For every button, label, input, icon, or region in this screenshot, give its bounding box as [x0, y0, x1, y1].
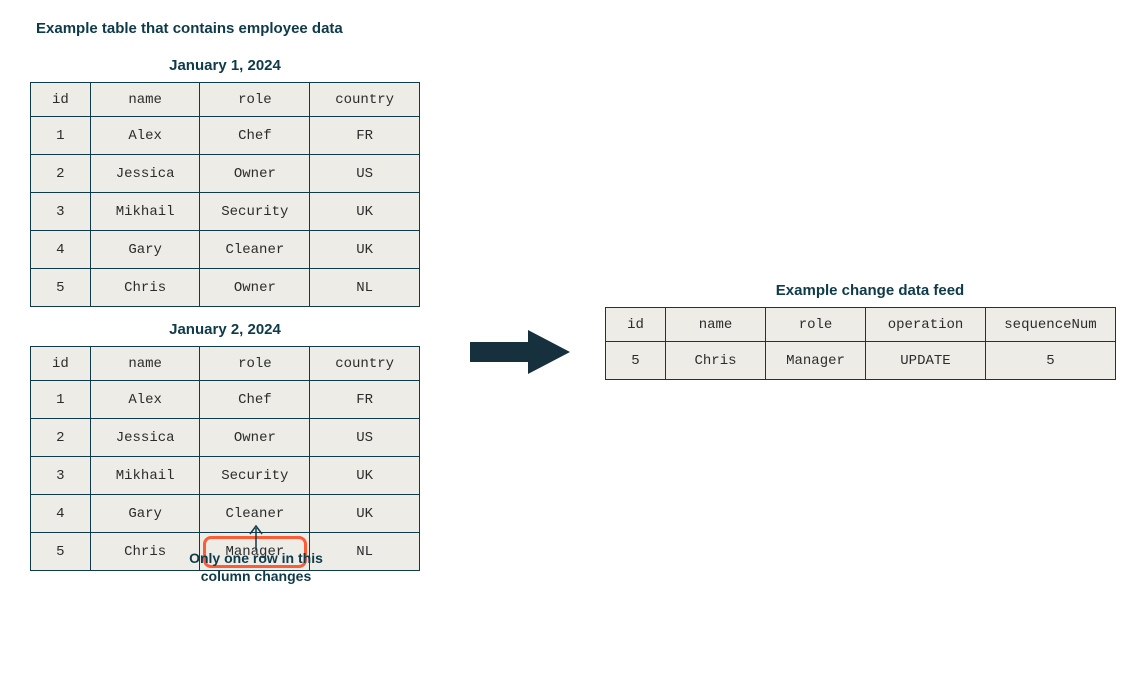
- cell: FR: [310, 117, 420, 155]
- table1-col-id: id: [31, 83, 91, 117]
- cell: 5: [986, 342, 1116, 380]
- cdf-col-name: name: [666, 308, 766, 342]
- cell: Owner: [200, 419, 310, 457]
- table2-col-name: name: [90, 347, 200, 381]
- cell: Jessica: [90, 155, 200, 193]
- table2-caption: January 2, 2024: [30, 321, 420, 338]
- cell: US: [310, 155, 420, 193]
- cell: Alex: [90, 117, 200, 155]
- table-row: 1 Alex Chef FR: [31, 381, 420, 419]
- cell: 2: [31, 155, 91, 193]
- cell: Security: [200, 457, 310, 495]
- table-row: 2 Jessica Owner US: [31, 419, 420, 457]
- cell: US: [310, 419, 420, 457]
- cell: NL: [310, 269, 420, 307]
- cell: 4: [31, 495, 91, 533]
- table2-col-id: id: [31, 347, 91, 381]
- table-row: 3 Mikhail Security UK: [31, 457, 420, 495]
- cell: Security: [200, 193, 310, 231]
- table1-caption: January 1, 2024: [30, 57, 420, 74]
- cell: UK: [310, 193, 420, 231]
- cdf-col-sequencenum: sequenceNum: [986, 308, 1116, 342]
- cell: Alex: [90, 381, 200, 419]
- callout-line2: column changes: [201, 568, 311, 584]
- callout-arrow-icon: [166, 522, 346, 552]
- cell: 4: [31, 231, 91, 269]
- cell: UK: [310, 457, 420, 495]
- table-row: 2 Jessica Owner US: [31, 155, 420, 193]
- table-row: 3 Mikhail Security UK: [31, 193, 420, 231]
- cell: Chef: [200, 117, 310, 155]
- cell: Chris: [90, 269, 200, 307]
- cdf-col-role: role: [766, 308, 866, 342]
- cell: 3: [31, 193, 91, 231]
- left-column: Example table that contains employee dat…: [30, 20, 440, 571]
- table2-col-country: country: [310, 347, 420, 381]
- cell: 5: [606, 342, 666, 380]
- table1: id name role country 1 Alex Chef FR 2: [30, 82, 420, 307]
- table-row: 5 Chris Owner NL: [31, 269, 420, 307]
- cell: UPDATE: [866, 342, 986, 380]
- cell: Chris: [666, 342, 766, 380]
- cell: Cleaner: [200, 231, 310, 269]
- table1-col-role: role: [200, 83, 310, 117]
- main-title: Example table that contains employee dat…: [30, 20, 440, 37]
- callout-text: Only one row in this column changes: [166, 550, 346, 585]
- table1-col-name: name: [90, 83, 200, 117]
- cell: Jessica: [90, 419, 200, 457]
- cell: 2: [31, 419, 91, 457]
- right-column: Example change data feed id name role op…: [605, 282, 1135, 380]
- cell: 5: [31, 269, 91, 307]
- cell: Owner: [200, 155, 310, 193]
- cell: 3: [31, 457, 91, 495]
- cdf-table: id name role operation sequenceNum 5 Chr…: [605, 307, 1116, 380]
- table-row: 5 Chris Manager UPDATE 5: [606, 342, 1116, 380]
- cell: Manager: [766, 342, 866, 380]
- table-row: 4 Gary Cleaner UK: [31, 231, 420, 269]
- table-row: 1 Alex Chef FR: [31, 117, 420, 155]
- cell: Mikhail: [90, 457, 200, 495]
- cell: Owner: [200, 269, 310, 307]
- cell: FR: [310, 381, 420, 419]
- cdf-col-operation: operation: [866, 308, 986, 342]
- cell: Chef: [200, 381, 310, 419]
- arrow-right-icon: [470, 330, 570, 379]
- cell: 5: [31, 533, 91, 571]
- cell: UK: [310, 231, 420, 269]
- table2-col-role: role: [200, 347, 310, 381]
- cell: Mikhail: [90, 193, 200, 231]
- cdf-title: Example change data feed: [605, 282, 1135, 299]
- cell: Gary: [90, 231, 200, 269]
- callout-line1: Only one row in this: [189, 550, 323, 566]
- cell: 1: [31, 117, 91, 155]
- table1-col-country: country: [310, 83, 420, 117]
- cell: 1: [31, 381, 91, 419]
- cdf-col-id: id: [606, 308, 666, 342]
